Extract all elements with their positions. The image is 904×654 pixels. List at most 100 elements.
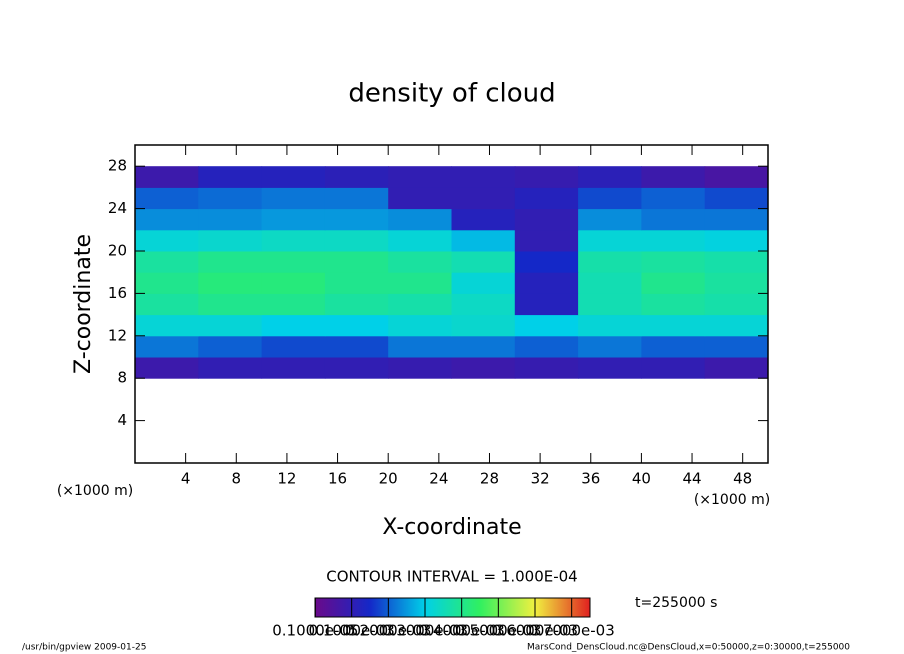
y-tick-label: 4 [117,411,127,429]
heat-cell [388,314,452,337]
heat-cell [324,357,389,379]
x-axis-label: X-coordinate [382,515,521,540]
colorbar-tick-label: 0.1000e-03 [309,622,395,640]
heat-cell [704,314,769,337]
colorbar-tick-label: 0.5000e-03 [455,622,541,640]
heat-cell [261,293,326,316]
heat-cell [261,357,326,379]
heat-cell [641,272,706,294]
x-unit: (×1000 m) [694,492,770,508]
heat-cell [578,357,642,379]
heat-cell [198,357,263,379]
x-tick-label: 4 [181,470,191,488]
heat-cell [641,335,706,358]
time-label: t=255000 s [635,595,717,611]
heat-cell [388,357,452,379]
x-tick-label: 16 [328,470,347,488]
heat-cell [704,187,769,210]
heat-cell [324,187,389,210]
heat-cell [324,314,389,337]
heat-cell [451,187,516,210]
heat-cell [261,314,326,337]
heat-cell [704,357,769,379]
y-tick-label: 28 [108,157,127,175]
heat-cell [198,251,263,273]
heat-cell [451,314,516,337]
heat-cell [704,272,769,294]
heat-cell [514,208,579,231]
heat-cell [388,293,452,316]
heat-cell [704,208,769,231]
heat-cell [578,208,642,231]
heat-cell [324,208,389,231]
heat-cell [388,335,452,358]
heat-cell [135,357,199,379]
heat-cell [451,293,516,316]
footer-right: MarsCond_DensCloud.nc@DensCloud,x=0:5000… [527,643,850,653]
y-tick-label: 20 [108,242,127,260]
footer-left: /usr/bin/gpview 2009-01-25 [22,643,146,653]
x-tick-label: 24 [429,470,448,488]
heat-cell [704,293,769,316]
heat-cell [451,229,516,252]
heat-cell [704,335,769,358]
y-tick-label: 24 [108,199,127,217]
heat-cell [198,208,263,231]
heat-cell [135,314,199,337]
heat-cell [388,187,452,210]
heat-cell [388,229,452,252]
colorbar-tick-label: 0.2000e-03 [345,622,431,640]
heat-cell [135,166,199,188]
heat-cell [198,314,263,337]
heat-cell [324,335,389,358]
heat-cell [641,187,706,210]
heat-cell [198,166,263,188]
heat-cell [641,166,706,188]
heat-cell [135,229,199,252]
heat-cell [261,166,326,188]
y-tick-label: 12 [108,326,127,344]
heat-cell [135,293,199,316]
x-tick-label: 44 [682,470,701,488]
heat-cell [641,251,706,273]
heat-cell [514,272,579,294]
chart-title: density of cloud [348,79,555,109]
heat-cell [578,166,642,188]
heat-cell [451,251,516,273]
heat-cell [641,293,706,316]
heat-cell [451,208,516,231]
plot-frame [134,144,769,464]
heat-cell [578,229,642,252]
heat-cell [198,272,263,294]
heat-cell [135,272,199,294]
heat-cell [135,335,199,358]
heat-cell [641,208,706,231]
heat-cell [388,166,452,188]
heat-cell [451,272,516,294]
y-tick-label: 8 [117,369,127,387]
heat-cell [198,335,263,358]
heat-cell [261,272,326,294]
heat-cell [578,251,642,273]
colorbar-tick-label: 0.3000e-03 [382,622,468,640]
heat-cell [704,166,769,188]
heat-cell [514,166,579,188]
heat-cell [704,251,769,273]
heat-cell [198,187,263,210]
heat-cell [514,335,579,358]
heat-cell [514,293,579,316]
heat-cell [324,229,389,252]
colorbar-tick-label: 0.1000e-05 [272,622,358,640]
heat-cell [324,251,389,273]
heat-cell [514,251,579,273]
colorbar [314,597,591,618]
heat-cell [198,229,263,252]
heat-cell [324,293,389,316]
x-tick-label: 12 [277,470,296,488]
x-tick-label: 20 [379,470,398,488]
y-axis-label: Z-coordinate [71,234,96,374]
heat-cell [578,293,642,316]
heat-cell [578,272,642,294]
heat-cell [324,166,389,188]
